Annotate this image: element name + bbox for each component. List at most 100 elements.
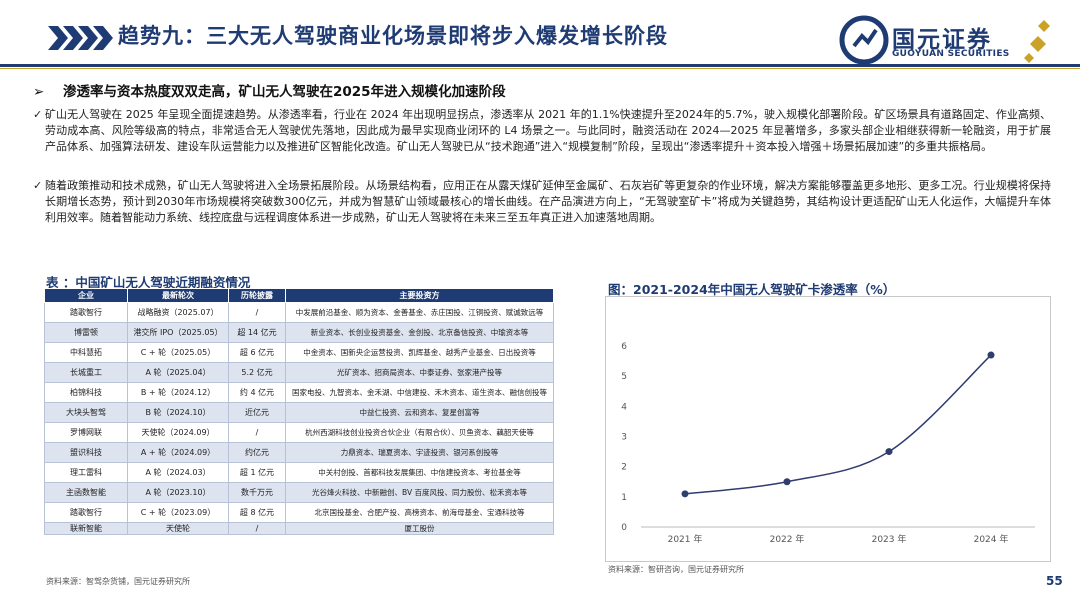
company-cell: 理工雷科 [44, 462, 128, 483]
investors-cell: 中金资本、国新央企运营投资、凯辉基金、越秀产业基金、日出投资等 [285, 342, 554, 363]
table-header: 历轮披露 [228, 288, 286, 303]
round-cell: A 轮（2023.10） [127, 482, 229, 503]
y-tick-label: 3 [621, 433, 627, 443]
company-cell: 大块头智驾 [44, 402, 128, 423]
paragraph-2-text: 随着政策推动和技术成熟，矿山无人驾驶将进入全场景拓展阶段。从场景结构看，应用正在… [45, 179, 1051, 225]
chart-frame [605, 296, 1051, 562]
amount-cell: 约亿元 [228, 442, 286, 463]
table-row: 联新智能 天使轮 / 厦工股份 [44, 522, 554, 535]
header-divider [0, 64, 1080, 67]
investors-cell: 中发展前沿基金、顺为资本、金善基金、赤庄国投、江铜投资、赋诚致远等 [285, 302, 554, 323]
investors-cell: 中益仁投资、云和资本、复星创富等 [285, 402, 554, 423]
subtitle-text: 渗透率与资本热度双双走高，矿山无人驾驶在2025年进入规模化加速阶段 [63, 84, 506, 100]
investors-cell: 新业资本、长创业投资基金、金创投、北京备信投资、中瑜资本等 [285, 322, 554, 343]
round-cell: C + 轮（2025.05） [127, 342, 229, 363]
table-row: 罗博网联 天使轮（2024.09） / 杭州西湖科技创业投资合伙企业（有限合伙）、贝鱼… [44, 422, 554, 443]
investors-cell: 厦工股份 [285, 522, 554, 535]
company-cell: 长城重工 [44, 362, 128, 383]
table-row: 中科慧拓 C + 轮（2025.05）超 6 亿元 中金资本、国新央企运营投资、凯辉… [44, 342, 554, 363]
amount-cell: 数千万元 [228, 482, 286, 503]
amount-cell: / [228, 522, 286, 535]
round-cell: B + 轮（2024.12） [127, 382, 229, 403]
table-row: 柏锦科技 B + 轮（2024.12）约 4 亿元 国家电投、九智资本、金禾湖、中信… [44, 382, 554, 403]
check-bullet-icon: ✓ [33, 179, 43, 192]
round-cell: A 轮（2025.04） [127, 362, 229, 383]
series-line [684, 354, 992, 495]
data-point [885, 448, 893, 456]
amount-cell: 约 4 亿元 [228, 382, 286, 403]
header-divider-accent [0, 68, 1080, 69]
y-tick-label: 0 [621, 523, 627, 533]
investors-cell: 国家电投、九智资本、金禾湖、中信建投、禾木资本、道生资本、融信创投等 [285, 382, 554, 403]
company-cell: 盟识科技 [44, 442, 128, 463]
x-tick-label: 2023 年 [872, 533, 907, 545]
investors-cell: 光矿资本、招商局资本、中泰证券、张家港产投等 [285, 362, 554, 383]
amount-cell: 超 14 亿元 [228, 322, 286, 343]
company-cell: 罗博网联 [44, 422, 128, 443]
investors-cell: 光谷烽火科技、中新融创、BV 百度风投、同力股份、松禾资本等 [285, 482, 554, 503]
round-cell: A + 轮（2024.09） [127, 442, 229, 463]
round-cell: B 轮（2024.10） [127, 402, 229, 423]
paragraph-1: ✓ 矿山无人驾驶在 2025 年呈现全面提速趋势。从渗透率看，行业在 2024 … [33, 107, 1051, 156]
amount-cell: 超 6 亿元 [228, 342, 286, 363]
y-tick-label: 6 [621, 342, 627, 352]
round-cell: 战略融资（2025.07） [127, 302, 229, 323]
x-tick-label: 2022 年 [770, 533, 805, 545]
page-number: 55 [1046, 574, 1063, 588]
investors-cell: 杭州西湖科技创业投资合伙企业（有限合伙）、贝鱼资本、藕韶天使等 [285, 422, 554, 443]
company-cell: 联新智能 [44, 522, 128, 535]
financing-table: 企业 最新轮次 历轮披露 主要投资方 踏歌智行 战略融资（2025.07） / 中发展… [44, 288, 554, 535]
investors-cell: 中关村创投、首都科技发展集团、中信建投资本、考拉基金等 [285, 462, 554, 483]
y-tick-label: 5 [621, 372, 627, 382]
company-cell: 中科慧拓 [44, 342, 128, 363]
company-cell: 博雷顿 [44, 322, 128, 343]
round-cell: 天使轮 [127, 522, 229, 535]
amount-cell: 5.2 亿元 [228, 362, 286, 383]
amount-cell: 超 8 亿元 [228, 502, 286, 523]
round-cell: 港交所 IPO（2025.05） [127, 322, 229, 343]
table-row: 大块头智驾 B 轮（2024.10） 近亿元 中益仁投资、云和资本、复星创富等 [44, 402, 554, 423]
table-caption: 表 ：中国矿山无人驾驶近期融资情况 [46, 275, 251, 290]
table-header-row: 企业 最新轮次 历轮披露 主要投资方 [44, 288, 554, 303]
page-title: 趋势九：三大无人驾驶商业化场景即将步入爆发增长阶段 [118, 24, 668, 48]
table-row: 主函数智能 A 轮（2023.10） 数千万元 光谷烽火科技、中新融创、BV 百度风投… [44, 482, 554, 503]
x-tick-label: 2021 年 [668, 533, 703, 545]
y-tick-label: 1 [621, 493, 627, 503]
round-cell: C + 轮（2023.09） [127, 502, 229, 523]
table-row: 博雷顿 港交所 IPO（2025.05）超 14 亿元 新业资本、长创业投资基金、金… [44, 322, 554, 343]
chart-title: 图：2021-2024年中国无人驾驶矿卡渗透率（%） [608, 282, 896, 297]
company-cell: 主函数智能 [44, 482, 128, 503]
logo-text-en: GUOYUAN SECURITIES [892, 49, 1010, 59]
table-row: 理工雷科 A 轮（2024.03）超 1 亿元 中关村创投、首都科技发展集团、中信建… [44, 462, 554, 483]
data-point [783, 478, 791, 486]
paragraph-1-text: 矿山无人驾驶在 2025 年呈现全面提速趋势。从渗透率看，行业在 2024 年出… [45, 108, 1051, 154]
investors-cell: 力鼎资本、瑞夏资本、宇迹投资、银河系创投等 [285, 442, 554, 463]
amount-cell: / [228, 422, 286, 443]
check-bullet-icon: ✓ [33, 108, 43, 121]
investors-cell: 北京国投基金、合肥产投、高榜资本、前海母基金、宝通科技等 [285, 502, 554, 523]
data-point [681, 490, 689, 498]
y-tick-label: 2 [621, 463, 627, 473]
table-row: 踏歌智行 战略融资（2025.07） / 中发展前沿基金、顺为资本、金善基金、赤庄国投… [44, 302, 554, 323]
table-row: 盟识科技 A + 轮（2024.09） 约亿元 力鼎资本、瑞夏资本、宇迹投资、银河系创… [44, 442, 554, 463]
amount-cell: / [228, 302, 286, 323]
data-point [987, 351, 995, 359]
table-header: 主要投资方 [285, 288, 554, 303]
company-cell: 柏锦科技 [44, 382, 128, 403]
table-header: 企业 [44, 288, 128, 303]
company-cell: 踏歌智行 [44, 502, 128, 523]
penetration-line-chart: 0 1 2 3 4 5 6 2021 年 2022 年 2023 年 2024 年 [621, 342, 1035, 545]
amount-cell: 超 1 亿元 [228, 462, 286, 483]
chart-source: 资料来源：智研咨询，国元证券研究所 [608, 565, 744, 574]
round-cell: 天使轮（2024.09） [127, 422, 229, 443]
company-cell: 踏歌智行 [44, 302, 128, 323]
table-header: 最新轮次 [127, 288, 229, 303]
table-row: 踏歌智行 C + 轮（2023.09）超 8 亿元 北京国投基金、合肥产投、高榜资本… [44, 502, 554, 523]
x-tick-label: 2024 年 [974, 533, 1009, 545]
amount-cell: 近亿元 [228, 402, 286, 423]
y-tick-label: 4 [621, 402, 627, 412]
round-cell: A 轮（2024.03） [127, 462, 229, 483]
paragraph-2: ✓ 随着政策推动和技术成熟，矿山无人驾驶将进入全场景拓展阶段。从场景结构看，应用… [33, 178, 1051, 227]
section-subtitle: ➢ 渗透率与资本热度双双走高，矿山无人驾驶在2025年进入规模化加速阶段 [33, 80, 506, 100]
table-source: 资料来源：智驾杂货铺，国元证券研究所 [46, 577, 190, 586]
